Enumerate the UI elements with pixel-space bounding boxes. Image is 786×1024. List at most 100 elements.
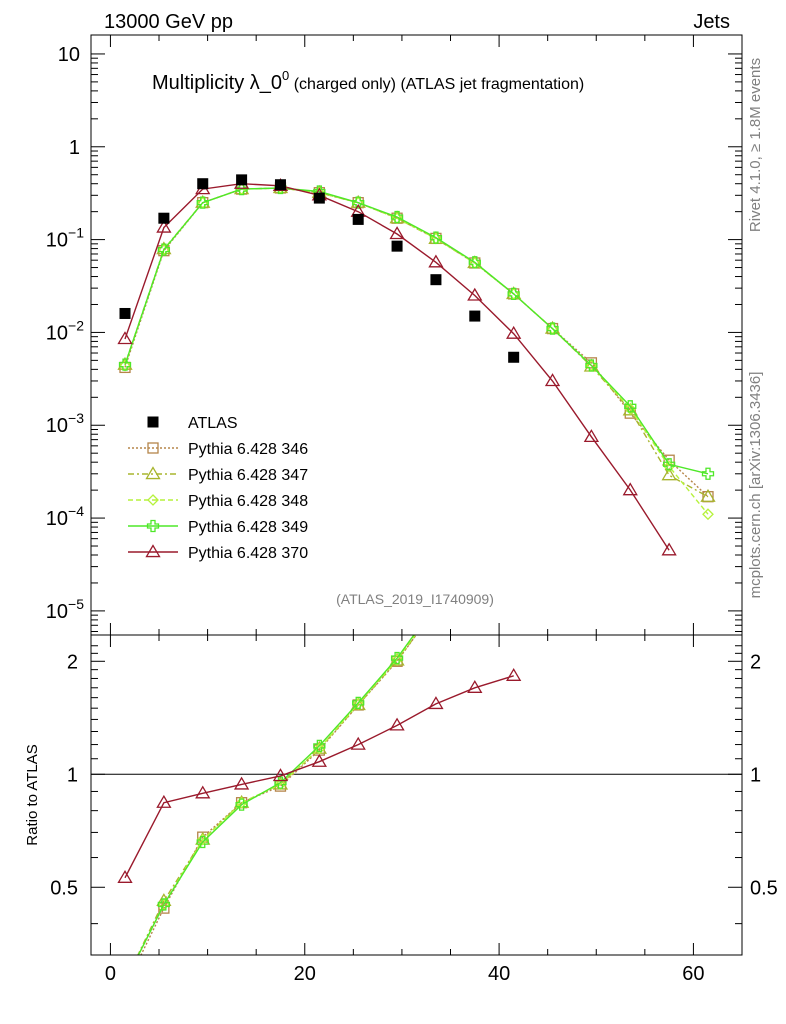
ratio-point [156,794,172,808]
data-point [158,212,170,224]
series-point [700,488,716,502]
series-point [506,325,522,339]
legend-marker [145,544,161,558]
x-tick-label: 60 [682,963,704,985]
legend-marker [147,416,159,428]
ratio-y-tick-label: 0.5 [50,877,78,899]
plot-title: Multiplicity λ_00 (charged only) (ATLAS … [152,68,584,94]
series-point [546,322,559,335]
legend-marker [147,442,159,454]
series-point [701,467,715,480]
series-point [467,287,483,301]
main-panel [117,174,716,556]
series-point [661,467,677,481]
ratio-point [352,696,365,709]
ratio-panel [91,635,742,993]
ratio-y-tick-label-right: 1 [750,764,761,786]
ratio-ylabel: Ratio to ATLAS [24,744,41,845]
legend-label: Pythia 6.428 370 [188,545,308,562]
legend-label: Pythia 6.428 347 [188,467,308,484]
series-point [583,429,600,443]
y-tick-label: 10−1 [46,225,84,252]
series-line [124,187,709,498]
legend-marker [145,466,161,480]
data-point [197,178,209,190]
series-point [156,219,172,233]
legend-marker [146,519,160,533]
series-point [118,358,132,371]
energy-label: 13000 GeV pp [104,11,233,33]
x-tick-label: 0 [105,963,116,985]
data-point [313,192,325,204]
mcplots-label: mcplots.cern.ch [arXiv:1306.3436] [747,372,764,599]
series-point [196,196,209,209]
ratio-point [120,983,130,993]
data-point [274,179,286,191]
ratio-point [390,651,404,665]
ratio-point [313,739,326,753]
ratio-point [233,776,250,790]
series-point [585,357,598,369]
legend-label: Pythia 6.428 346 [188,441,308,458]
series-point [702,508,714,521]
x-tick-label: 20 [294,963,316,985]
series-line [124,187,709,515]
series-point [391,212,403,225]
series-point [662,458,676,471]
series-point [389,226,405,240]
ratio-point [313,742,326,755]
data-point [430,274,442,286]
rivet-label: Rivet 4.1.0, ≥ 1.8M events [747,58,764,232]
ratio-point [195,785,211,799]
ratio-point [157,898,171,911]
data-point [119,307,131,319]
ratio-point [272,768,289,782]
y-tick-label: 10−2 [46,317,84,344]
ratio-point [120,977,130,987]
ratio-line [124,675,514,879]
ratio-point [391,653,403,666]
ratio-point [467,679,483,693]
ratio-point [158,902,170,914]
series-point [428,254,444,268]
ratio-frame [90,634,743,956]
series-point [544,373,561,387]
x-tick-label: 40 [488,963,510,985]
y-tick-label: 1 [69,137,80,159]
ratio-point [119,975,132,986]
series-line [124,182,670,551]
data-point [391,240,403,252]
ratio-line [137,635,416,955]
ratio-y-tick-label-right: 2 [750,651,761,673]
y-tick-label: 10−5 [46,596,84,623]
series-point [585,359,598,372]
series-point [429,231,443,244]
y-tick-label: 10−3 [46,410,84,437]
jets-label: Jets [693,11,730,33]
data-point [469,310,481,322]
ratio-point [428,696,444,710]
ratio-line [137,635,415,955]
ratio-point [350,736,366,750]
ratio-point [117,869,133,883]
series-point [157,243,171,256]
legend-label: Pythia 6.428 348 [188,493,308,510]
y-tick-label: 10−4 [46,503,84,530]
y-tick-label: 10 [58,44,80,66]
ratio-y-tick-label: 1 [67,764,78,786]
ratio-point [235,798,248,811]
ratio-y-tick-label: 2 [67,651,78,673]
legend-label: ATLAS [188,415,238,432]
data-point [508,351,520,363]
ratio-point [196,835,209,849]
legend-label: Pythia 6.428 349 [188,519,308,536]
series-point [624,400,637,413]
legend: ATLAS Pythia 6.428 346 Pythia 6.428 347 Pyt… [128,415,308,562]
series-line [124,187,709,475]
series-point [624,402,637,415]
ratio-point [235,796,248,809]
ratio-point [274,778,287,791]
ratio-line [137,635,417,955]
axis-ticks: 0 20 40 60 10 1 10−1 10−2 10−3 10−4 10−5 2 2 1 1 0.5 0.5 [46,35,778,985]
